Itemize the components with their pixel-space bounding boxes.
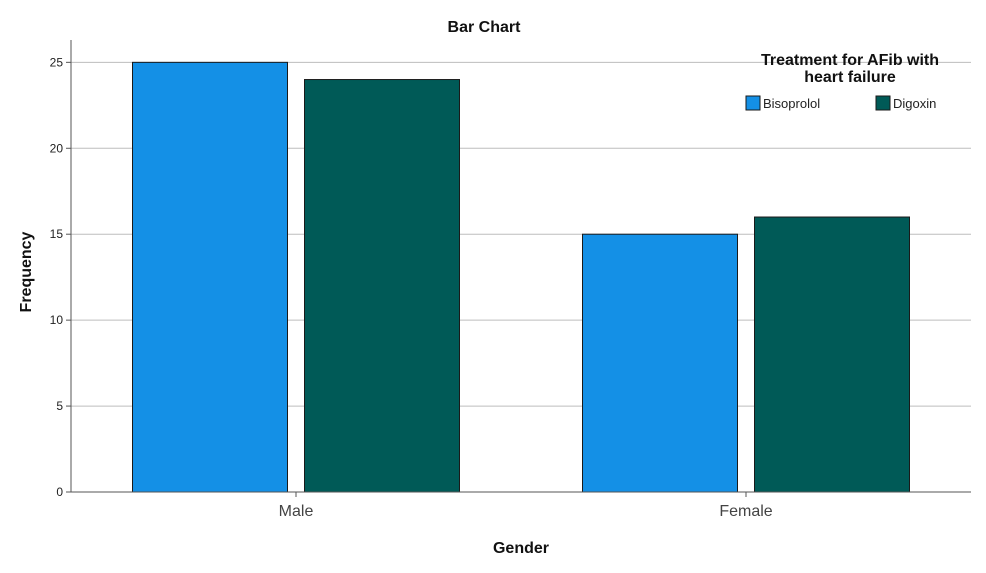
x-category-labels: Male Female (279, 492, 773, 520)
legend-title-line-1: Treatment for AFib with (761, 52, 939, 69)
bar-bisoprolol-female (582, 233, 738, 493)
legend-label-bisoprolol: Bisoprolol (763, 96, 820, 111)
y-tick-label-0: 0 (56, 485, 63, 499)
y-tick-label-25: 25 (50, 55, 64, 69)
bar-bisoprolol-male (132, 61, 288, 493)
legend-label-digoxin: Digoxin (893, 96, 936, 111)
y-tick-label-10: 10 (50, 313, 64, 327)
legend-swatch-bisoprolol (745, 95, 761, 111)
bar-digoxin-female (754, 216, 910, 493)
x-category-label-male: Male (279, 503, 314, 520)
x-category-label-female: Female (719, 503, 772, 520)
y-tick-label-5: 5 (56, 399, 63, 413)
legend: Treatment for AFib with heart failure Bi… (745, 52, 939, 111)
legend-swatch-digoxin (875, 95, 891, 111)
bars (132, 61, 910, 493)
y-axis-title: Frequency (18, 231, 35, 312)
x-axis-title: Gender (493, 540, 549, 557)
bar-digoxin-male (304, 79, 460, 493)
chart-title: Bar Chart (448, 19, 522, 36)
y-tick-label-15: 15 (50, 227, 64, 241)
y-tick-label-20: 20 (50, 141, 64, 155)
legend-title-line-2: heart failure (804, 69, 896, 86)
y-tick-labels: 0 5 10 15 20 25 (50, 55, 64, 499)
axes (70, 40, 971, 493)
